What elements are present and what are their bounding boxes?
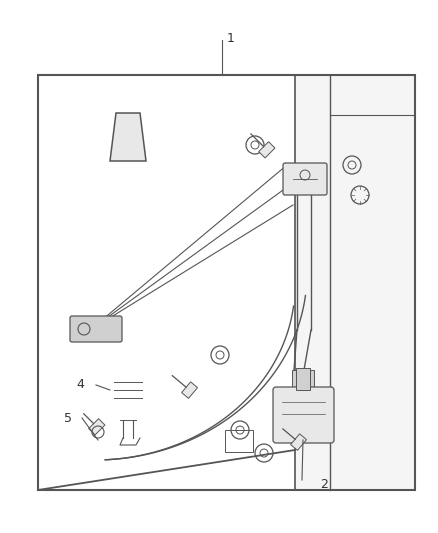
Polygon shape [290,434,307,450]
Bar [225,430,253,452]
Polygon shape [110,113,146,161]
Text: 4: 4 [76,378,84,392]
FancyBboxPatch shape [70,316,122,342]
FancyBboxPatch shape [273,387,334,443]
Polygon shape [259,142,275,158]
FancyBboxPatch shape [283,163,327,195]
Polygon shape [182,382,198,398]
Bar [38,75,415,490]
Bar [292,370,314,390]
Text: 1: 1 [227,31,235,44]
Polygon shape [88,419,105,435]
Text: 5: 5 [64,411,72,424]
Text: 2: 2 [320,479,328,491]
Bar [295,75,415,490]
Bar [296,368,310,390]
